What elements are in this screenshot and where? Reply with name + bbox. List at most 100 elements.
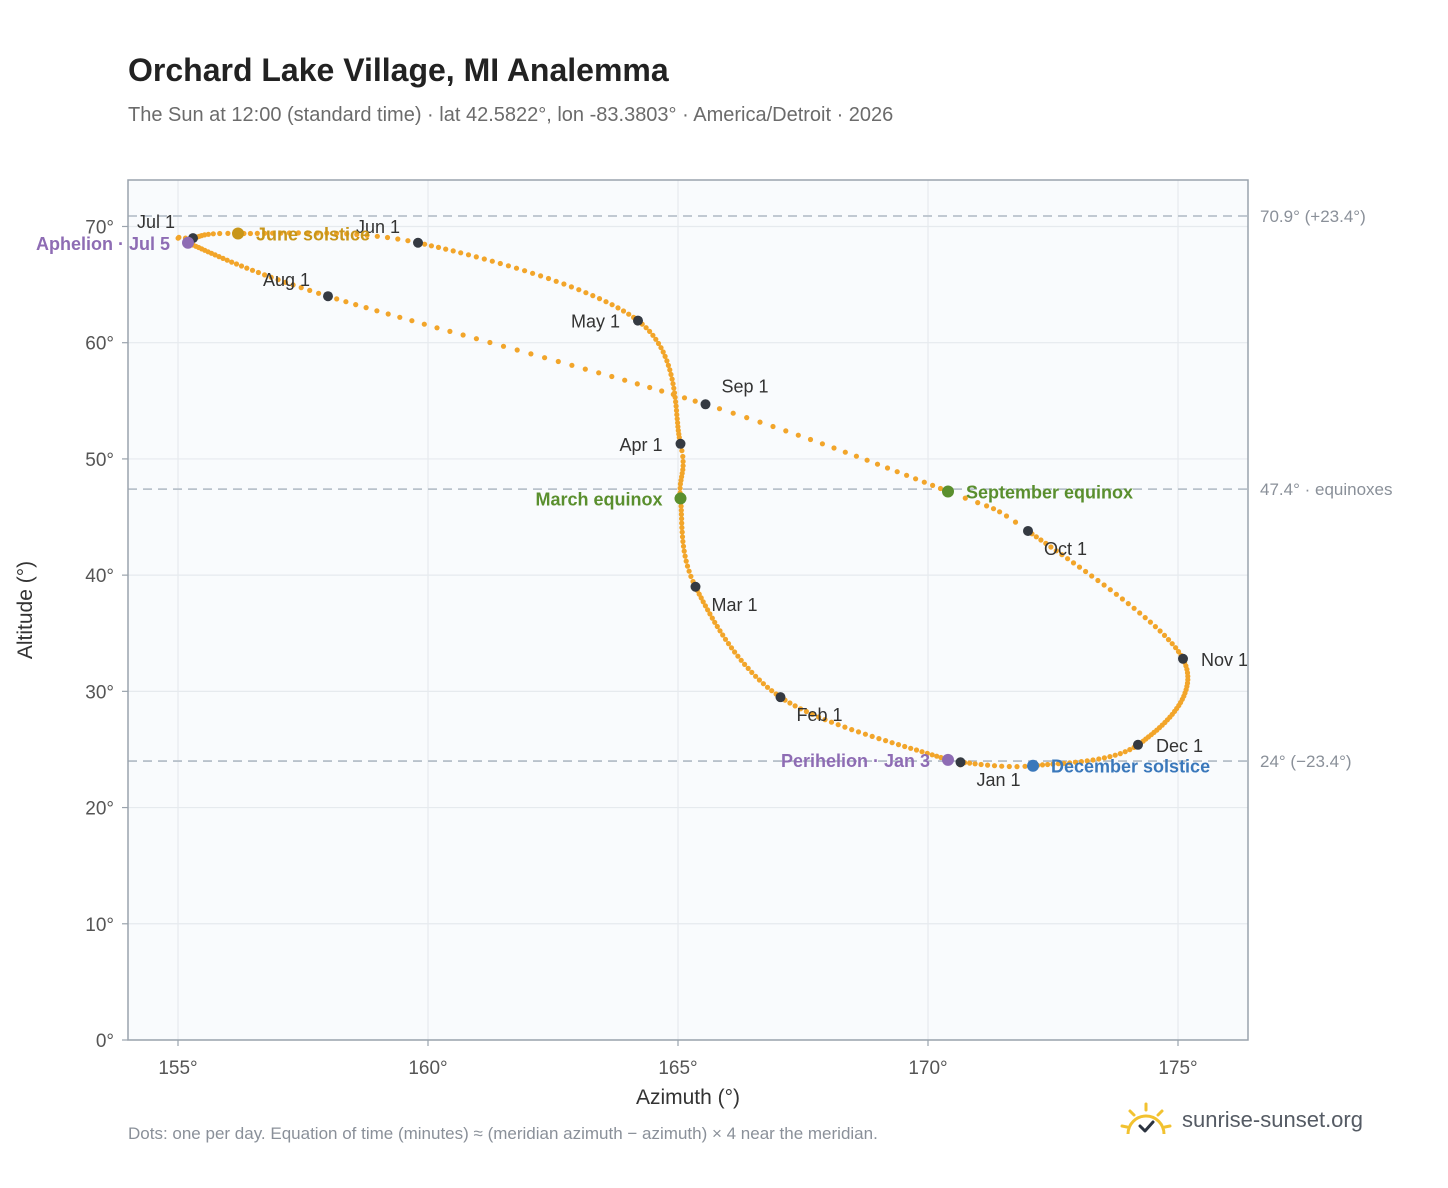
daily-sun-dot <box>1131 605 1137 611</box>
daily-sun-dot <box>1084 758 1090 764</box>
daily-sun-dot <box>816 714 822 720</box>
daily-sun-dot <box>665 362 672 368</box>
daily-sun-dot <box>655 340 662 347</box>
daily-sun-dot <box>855 729 862 735</box>
daily-sun-dot <box>229 259 235 265</box>
daily-sun-dot <box>659 388 665 394</box>
event-label: June solstice <box>256 224 370 244</box>
daily-sun-dot <box>725 641 732 647</box>
daily-sun-dot <box>883 738 889 744</box>
daily-sun-dot <box>675 427 681 434</box>
y-tick-label: 30° <box>85 682 114 703</box>
daily-sun-dot <box>985 762 991 768</box>
daily-sun-dot <box>714 623 720 630</box>
daily-sun-dot <box>364 232 370 238</box>
daily-sun-dot <box>673 399 679 405</box>
daily-sun-dot <box>465 252 472 258</box>
daily-sun-dot <box>680 463 686 469</box>
daily-sun-dot <box>717 628 723 634</box>
daily-sun-dot <box>667 367 673 373</box>
daily-sun-dot <box>596 370 602 376</box>
month-marker <box>700 399 711 410</box>
daily-sun-dot <box>1165 637 1172 643</box>
daily-sun-dot <box>929 752 935 758</box>
event-label: Aphelion · Jul 5 <box>36 234 170 254</box>
daily-sun-dot <box>680 543 687 549</box>
daily-sun-dot <box>842 449 848 455</box>
daily-sun-dot <box>795 432 801 438</box>
x-tick-label: 160° <box>408 1058 447 1079</box>
daily-sun-dot <box>324 230 330 236</box>
daily-sun-dot <box>999 763 1005 769</box>
daily-sun-dot <box>760 681 767 687</box>
daily-sun-dot <box>668 371 674 378</box>
daily-sun-dot <box>1083 568 1089 575</box>
brand-logo[interactable]: sunrise-sunset.org <box>1120 1102 1363 1138</box>
daily-sun-dot <box>707 611 713 617</box>
daily-sun-dot <box>316 290 322 296</box>
daily-sun-dot <box>869 733 875 740</box>
daily-sun-dot <box>862 731 869 737</box>
daily-sun-dot <box>1161 632 1168 639</box>
event-marker <box>1027 759 1039 772</box>
daily-sun-dot <box>662 353 668 359</box>
daily-sun-dot <box>254 230 260 236</box>
daily-sun-dot <box>669 376 675 382</box>
daily-sun-dot <box>282 279 288 285</box>
event-marker <box>942 753 954 766</box>
month-label: Jan 1 <box>977 770 1021 790</box>
daily-sun-dot <box>1061 760 1067 766</box>
daily-sun-dot <box>660 349 666 355</box>
daily-sun-dot <box>753 673 759 679</box>
daily-sun-dot <box>1142 615 1148 621</box>
daily-sun-dot <box>722 636 729 642</box>
daily-sun-dot <box>275 277 281 283</box>
daily-sun-dot <box>1006 763 1012 770</box>
month-marker <box>633 315 643 326</box>
daily-sun-dot <box>568 284 575 290</box>
daily-sun-dot <box>295 230 301 236</box>
daily-sun-dot <box>576 287 582 293</box>
month-label: Feb 1 <box>797 705 843 725</box>
daily-sun-dot <box>596 296 603 302</box>
daily-sun-dot <box>674 416 680 422</box>
daily-sun-dot <box>522 268 528 274</box>
event-label: December solstice <box>1051 757 1210 777</box>
daily-sun-dot <box>1107 754 1113 760</box>
daily-sun-dot <box>692 398 698 404</box>
daily-sun-dot <box>809 711 816 717</box>
daily-sun-dot <box>278 230 284 236</box>
daily-sun-dot <box>542 355 548 361</box>
daily-sun-dot <box>620 308 627 314</box>
plot-frame <box>127 179 1249 1041</box>
daily-sun-dot <box>984 503 990 509</box>
daily-sun-dot <box>679 525 685 531</box>
daily-sun-dot <box>447 328 453 334</box>
daily-sun-dot <box>792 703 798 709</box>
daily-sun-dot <box>1125 601 1131 607</box>
daily-sun-dot <box>363 305 369 311</box>
daily-sun-dot <box>1090 757 1096 763</box>
daily-sun-dot <box>514 347 520 353</box>
daily-sun-dot <box>1152 624 1158 630</box>
sun-logo-icon <box>1120 1102 1172 1135</box>
daily-sun-dot <box>538 273 544 279</box>
daily-sun-dot <box>262 230 268 236</box>
daily-sun-dot <box>822 717 828 723</box>
daily-sun-dot <box>334 296 340 302</box>
daily-sun-dot <box>1101 755 1107 761</box>
daily-sun-dot <box>756 677 763 683</box>
daily-sun-dot <box>233 261 240 267</box>
daily-sun-dot <box>647 328 653 334</box>
daily-sun-dot <box>1038 537 1044 543</box>
event-marker <box>182 236 194 249</box>
daily-sun-dot <box>1045 761 1051 768</box>
daily-sun-dot <box>1137 610 1143 616</box>
x-tick-label: 175° <box>1158 1058 1197 1079</box>
daily-sun-dot <box>770 423 776 430</box>
daily-sun-dot <box>443 246 449 252</box>
daily-sun-dot <box>677 485 683 491</box>
month-marker <box>323 291 333 302</box>
daily-sun-dot <box>679 534 686 540</box>
daily-sun-dot <box>609 302 615 308</box>
